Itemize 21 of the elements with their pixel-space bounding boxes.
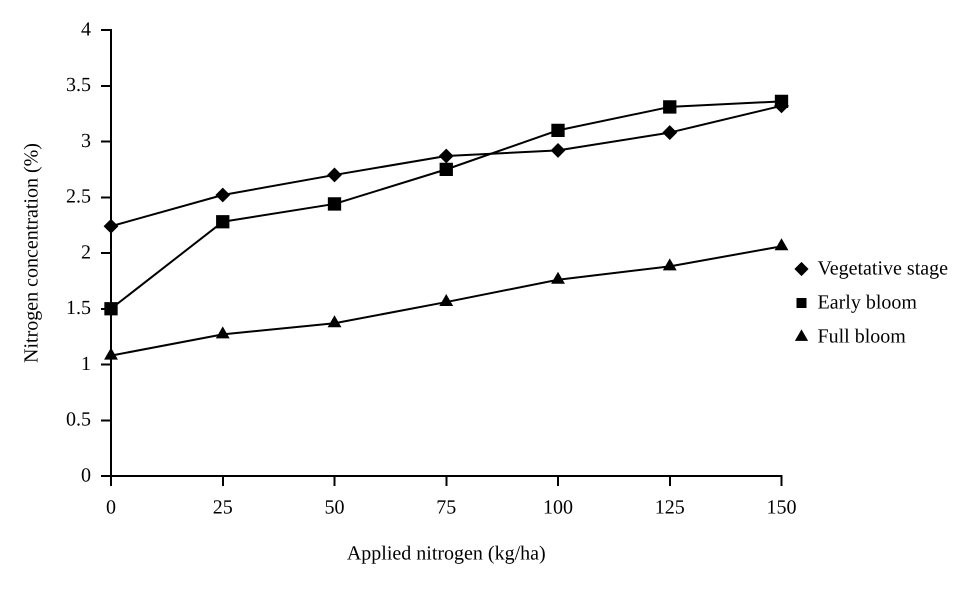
x-tick-label: 150 (766, 496, 796, 518)
y-tick-label: 4 (81, 18, 91, 40)
y-tick-label: 3.5 (66, 74, 91, 96)
x-axis-title: Applied nitrogen (kg/ha) (346, 542, 546, 564)
x-tick-label: 75 (436, 496, 456, 518)
y-tick-label: 0 (81, 464, 91, 486)
y-tick-label: 1.5 (66, 297, 91, 319)
x-tick-label: 0 (106, 496, 116, 518)
x-tick-label: 100 (543, 496, 573, 518)
y-tick-label: 0.5 (66, 408, 91, 430)
x-tick-label: 50 (324, 496, 344, 518)
y-tick-label: 2.5 (66, 186, 91, 208)
y-axis-title: Nitrogen concentration (%) (20, 143, 42, 363)
legend-label: Full bloom (818, 325, 906, 348)
x-tick-label: 25 (212, 496, 233, 518)
y-tick-label: 3 (81, 130, 91, 152)
legend-label: Early bloom (818, 291, 918, 314)
x-tick-label: 125 (654, 496, 685, 518)
legend-label: Vegetative stage (818, 257, 948, 280)
y-tick-label: 1 (81, 352, 91, 375)
y-tick-label: 2 (81, 241, 91, 264)
